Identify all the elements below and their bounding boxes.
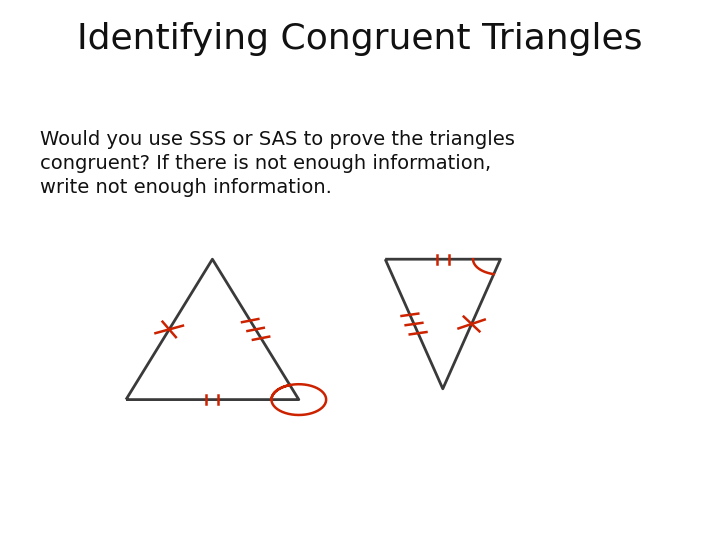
Text: Would you use SSS or SAS to prove the triangles
congruent? If there is not enoug: Would you use SSS or SAS to prove the tr…	[40, 130, 515, 197]
Text: Identifying Congruent Triangles: Identifying Congruent Triangles	[77, 22, 643, 56]
